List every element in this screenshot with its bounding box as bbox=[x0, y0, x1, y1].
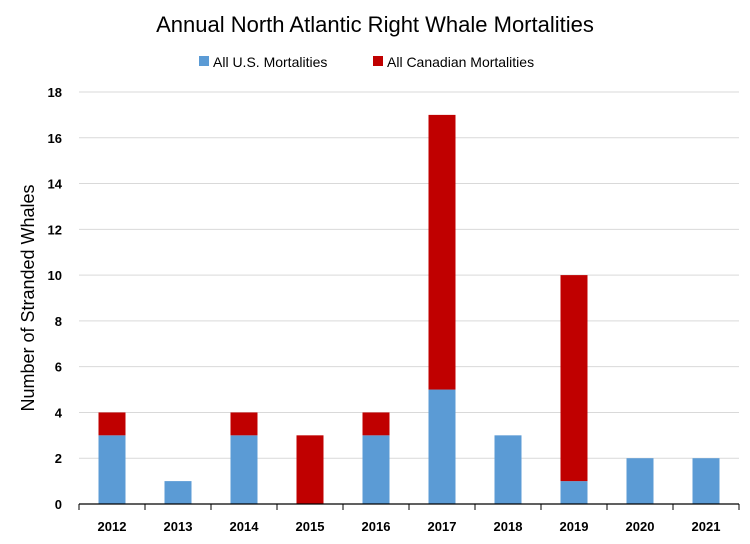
bar-us-2012 bbox=[98, 435, 126, 504]
bar-canada-2012 bbox=[98, 412, 126, 436]
bar-us-2016 bbox=[362, 435, 390, 504]
y-tick-label: 18 bbox=[48, 85, 62, 100]
x-tick-label: 2012 bbox=[98, 519, 127, 534]
bar-canada-2014 bbox=[230, 412, 258, 436]
bar-canada-2017 bbox=[428, 114, 456, 390]
y-tick-label: 6 bbox=[55, 360, 62, 375]
bar-us-2018 bbox=[494, 435, 522, 504]
x-tick-label: 2014 bbox=[230, 519, 260, 534]
y-tick-label: 10 bbox=[48, 268, 62, 283]
chart-title: Annual North Atlantic Right Whale Mortal… bbox=[156, 12, 594, 37]
y-tick-label: 12 bbox=[48, 222, 62, 237]
legend-swatch-canada bbox=[373, 56, 383, 66]
legend: All U.S. Mortalities All Canadian Mortal… bbox=[199, 54, 534, 70]
x-tick-label: 2018 bbox=[494, 519, 523, 534]
legend-label-canada: All Canadian Mortalities bbox=[387, 54, 534, 70]
legend-swatch-us bbox=[199, 56, 209, 66]
gridlines bbox=[79, 91, 739, 459]
bar-canada-2019 bbox=[560, 275, 588, 482]
bar-us-2017 bbox=[428, 389, 456, 504]
bar-us-2019 bbox=[560, 481, 588, 504]
bar-us-2020 bbox=[626, 458, 654, 504]
y-tick-label: 16 bbox=[48, 131, 62, 146]
legend-label-us: All U.S. Mortalities bbox=[213, 54, 327, 70]
x-tick-label: 2020 bbox=[626, 519, 655, 534]
bar-canada-2015 bbox=[296, 435, 324, 504]
x-tick-label: 2015 bbox=[296, 519, 325, 534]
x-tick-label: 2021 bbox=[692, 519, 721, 534]
bar-us-2013 bbox=[164, 481, 192, 504]
y-tick-label: 2 bbox=[55, 451, 62, 466]
y-tick-labels: 0 2 4 6 8 10 12 14 16 18 bbox=[48, 85, 63, 512]
x-tick-label: 2019 bbox=[560, 519, 589, 534]
x-tick-label: 2016 bbox=[362, 519, 391, 534]
x-tick-label: 2013 bbox=[164, 519, 193, 534]
bar-canada-2016 bbox=[362, 412, 390, 436]
y-tick-label: 0 bbox=[55, 497, 62, 512]
bars bbox=[98, 114, 720, 504]
x-tick-label: 2017 bbox=[428, 519, 457, 534]
y-tick-label: 8 bbox=[55, 314, 62, 329]
y-tick-label: 14 bbox=[48, 177, 63, 192]
y-axis-label: Number of Stranded Whales bbox=[18, 184, 38, 411]
bar-us-2021 bbox=[692, 458, 720, 504]
x-tick-marks bbox=[78, 504, 740, 510]
x-tick-labels: 2012 2013 2014 2015 2016 2017 2018 2019 2020 2021 bbox=[98, 519, 721, 534]
bar-us-2014 bbox=[230, 435, 258, 504]
y-tick-label: 4 bbox=[55, 405, 63, 420]
